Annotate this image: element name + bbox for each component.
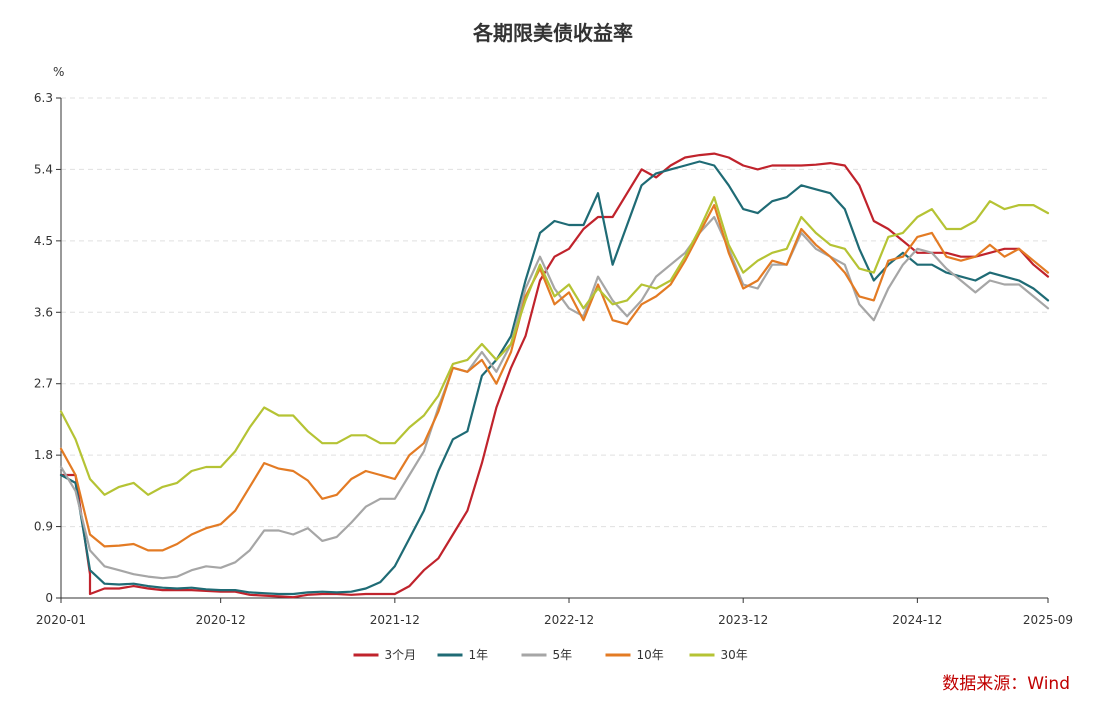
y-tick-label: 0 <box>45 591 53 605</box>
x-tick-label: 2020-01 <box>36 613 86 627</box>
series-line <box>59 204 1050 552</box>
legend-label: 10年 <box>637 648 664 662</box>
legend-label: 30年 <box>721 648 748 662</box>
x-axis-ticks: 2020-01 2020-12 2021-12 2022-12 2023-12 2024-… <box>36 598 1073 627</box>
series-line <box>59 160 1050 596</box>
source-note: 数据来源：Wind <box>942 674 1070 694</box>
x-tick-label: 2024-12 <box>892 613 942 627</box>
legend: 3个月 1年 5年 10年 30年 <box>353 648 748 662</box>
y-axis-ticks: 0 0.9 1.8 2.7 3.6 4.5 5.4 6.3 <box>34 91 61 605</box>
y-tick-label: 2.7 <box>34 377 53 391</box>
series-line <box>59 152 1050 599</box>
y-tick-label: 5.4 <box>34 162 53 176</box>
y-tick-label: 0.9 <box>34 520 53 534</box>
x-tick-label: 2020-12 <box>196 613 246 627</box>
y-tick-label: 1.8 <box>34 448 53 462</box>
legend-label: 1年 <box>469 648 489 662</box>
series-line <box>59 215 1050 580</box>
x-tick-label: 2025-09 <box>1023 613 1073 627</box>
x-tick-label: 2023-12 <box>718 613 768 627</box>
y-axis-unit: % <box>53 65 64 79</box>
x-tick-label: 2021-12 <box>370 613 420 627</box>
axes <box>60 98 1048 599</box>
series-line <box>59 196 1050 496</box>
series-lines <box>59 152 1050 599</box>
grid-lines <box>61 97 1048 528</box>
x-tick-label: 2022-12 <box>544 613 594 627</box>
y-tick-label: 4.5 <box>34 234 53 248</box>
chart-title: 各期限美债收益率 <box>472 21 633 45</box>
y-tick-label: 6.3 <box>34 91 53 105</box>
legend-label: 3个月 <box>385 648 417 662</box>
legend-label: 5年 <box>553 648 573 662</box>
y-tick-label: 3.6 <box>34 305 53 319</box>
